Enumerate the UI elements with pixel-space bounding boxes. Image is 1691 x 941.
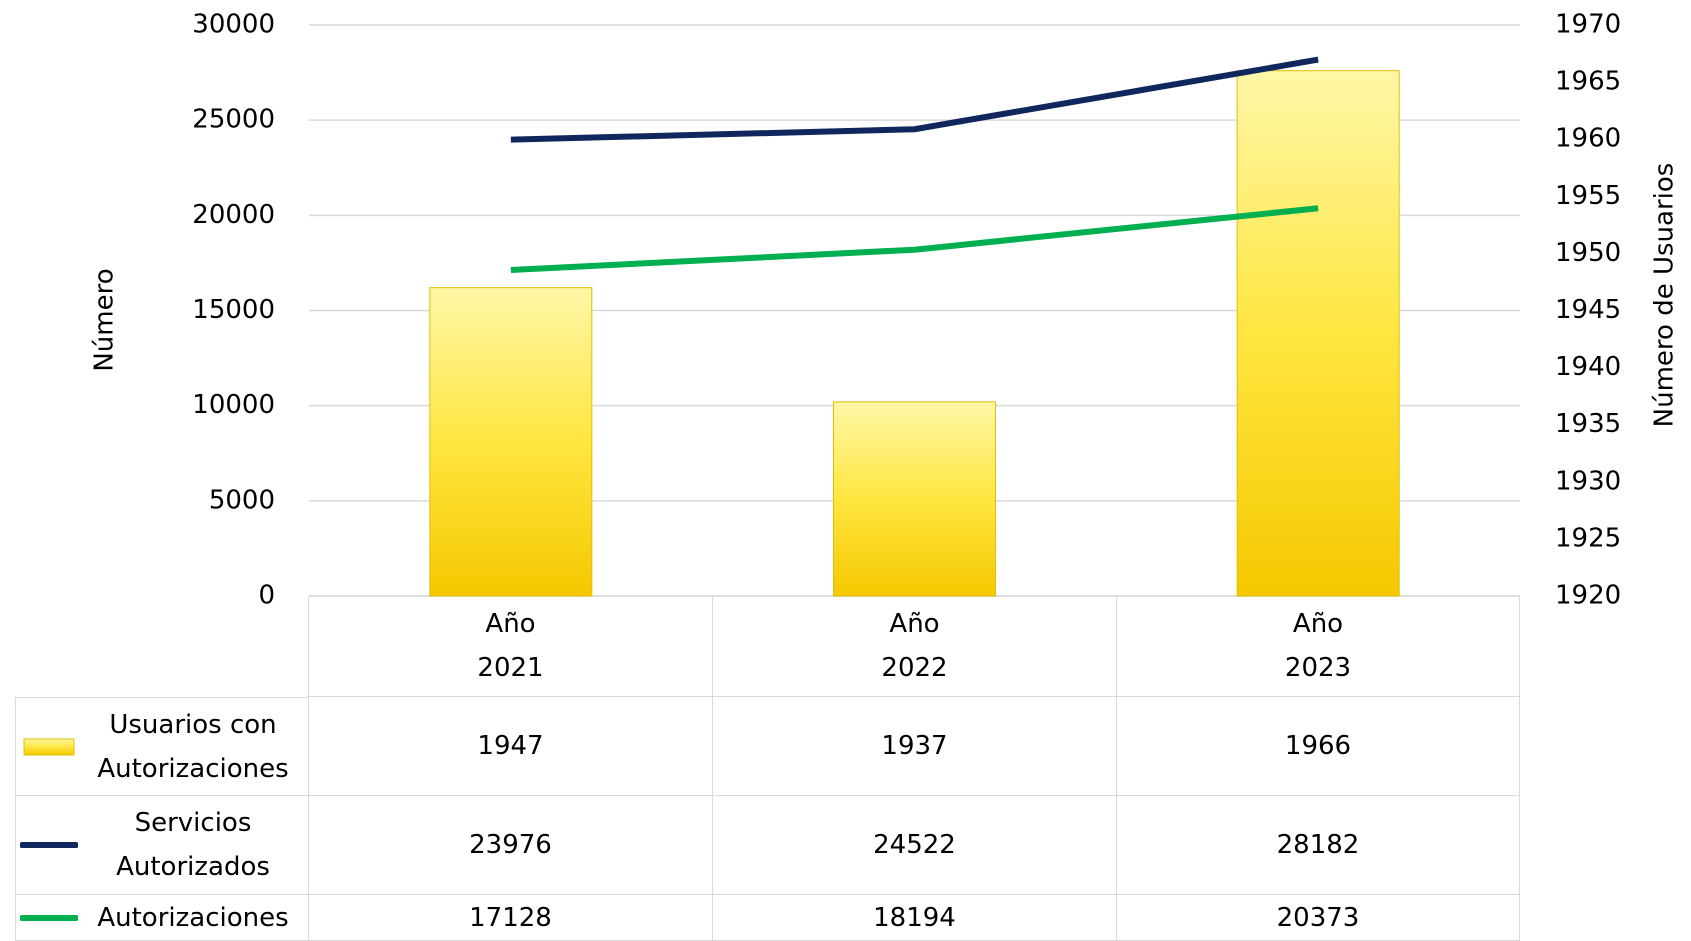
y2-tick-label: 1960: [1555, 124, 1621, 154]
y2-tick-label: 1955: [1555, 181, 1621, 211]
y2-tick-label: 1950: [1555, 238, 1621, 268]
table-value: 28182: [1117, 796, 1520, 895]
legend-cell: Usuarios con Autorizaciones: [15, 697, 309, 796]
table-value: 17128: [309, 895, 713, 941]
y2-tick-label: 1920: [1555, 581, 1621, 611]
y2-tick-label: 1935: [1555, 409, 1621, 439]
bar: [429, 287, 593, 597]
y2-tick-label: 1965: [1555, 67, 1621, 97]
y-tick-label: 20000: [192, 200, 275, 230]
legend-label: Servicios Autorizados: [116, 808, 270, 882]
y-axis-title: Número: [90, 268, 120, 371]
y-tick-label: 0: [258, 581, 275, 611]
legend-label: Autorizaciones: [97, 902, 289, 933]
value-label: 1947: [477, 731, 544, 761]
y2-tick-label: 1945: [1555, 295, 1621, 325]
x-tick-label: Año 2022: [881, 609, 948, 683]
line: [510, 205, 1319, 273]
y-tick-label: 5000: [209, 485, 275, 515]
table-corner: [15, 596, 309, 697]
table-header: Año 2023: [1117, 596, 1520, 697]
x-tick-label: Año 2021: [477, 609, 544, 683]
legend-key: [23, 738, 75, 755]
y2-tick-label: 1930: [1555, 466, 1621, 496]
value-label: 17128: [469, 902, 552, 933]
value-label: 1937: [881, 731, 948, 761]
table-value: 24522: [713, 796, 1117, 895]
bar: [1236, 70, 1400, 597]
table-value: 23976: [309, 796, 713, 895]
bar: [833, 401, 996, 597]
legend-swatch: [23, 738, 75, 755]
legend-key: [20, 842, 78, 848]
y-tick-label: 30000: [192, 10, 275, 40]
data-table: Año 2021 Año 2022 Año 2023 Usuarios con Aut…: [15, 596, 1520, 941]
x-tick-label: Año 2023: [1284, 609, 1352, 683]
table-header: Año 2022: [713, 596, 1117, 697]
y2-tick-label: 1925: [1555, 523, 1621, 553]
y2-axis-title: Número de Usuarios: [1650, 163, 1680, 428]
value-label: 24522: [873, 830, 956, 860]
y-tick-label: 10000: [192, 390, 275, 420]
value-label: 18194: [873, 902, 956, 933]
y2-tick-label: 1970: [1555, 10, 1621, 40]
table-value: 20373: [1117, 895, 1520, 941]
table-value: 1966: [1117, 697, 1520, 796]
table-value: 1947: [309, 697, 713, 796]
value-label: 20373: [1276, 902, 1360, 933]
y2-tick-label: 1940: [1555, 352, 1621, 382]
value-label: 28182: [1276, 830, 1360, 860]
line: [510, 56, 1319, 143]
table-value: 18194: [713, 895, 1117, 941]
y-tick-label: 15000: [192, 295, 275, 325]
value-label: 23976: [469, 830, 552, 860]
table-value: 1937: [713, 697, 1117, 796]
legend-cell: Servicios Autorizados: [15, 796, 309, 895]
table-header: Año 2021: [309, 596, 713, 697]
legend-cell: Autorizaciones: [15, 895, 309, 941]
y-tick-label: 25000: [192, 105, 275, 135]
legend-label: Usuarios con Autorizaciones: [97, 709, 289, 784]
value-label: 1966: [1284, 731, 1352, 761]
legend-key: [20, 914, 78, 921]
